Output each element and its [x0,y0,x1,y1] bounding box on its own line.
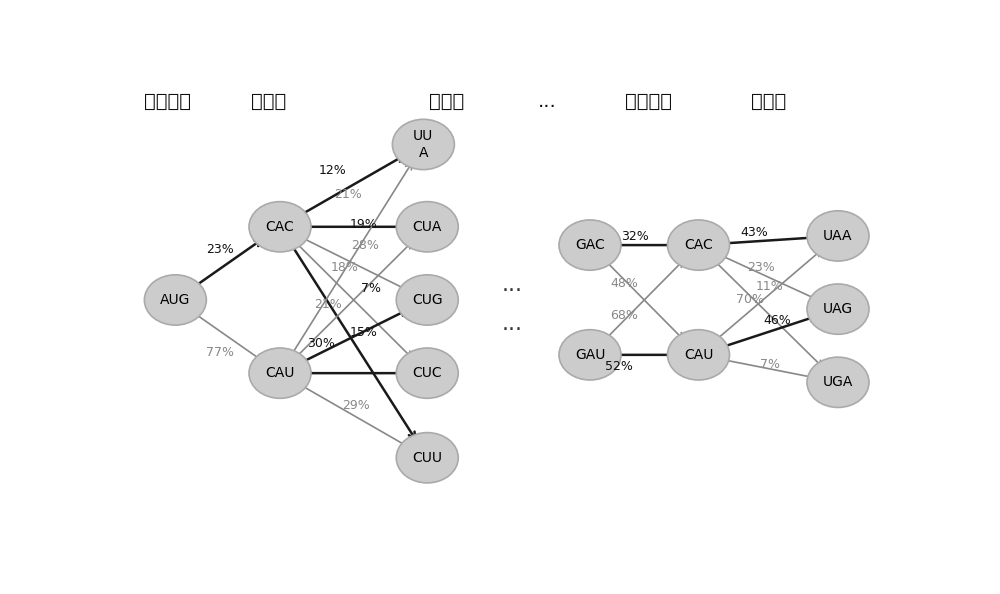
Text: 68%: 68% [610,309,638,323]
Text: 23%: 23% [206,243,233,256]
Text: 组氨酸: 组氨酸 [251,92,286,111]
Ellipse shape [249,348,311,399]
Text: 甲硫氨酸: 甲硫氨酸 [144,92,191,111]
Ellipse shape [559,220,621,270]
Ellipse shape [396,432,458,483]
Text: GAC: GAC [575,238,605,252]
Text: 组氨酸: 组氨酸 [751,92,786,111]
Text: CAC: CAC [266,220,294,234]
Ellipse shape [807,357,869,407]
Ellipse shape [396,201,458,252]
Ellipse shape [807,284,869,334]
Text: 77%: 77% [206,346,234,359]
Text: 70%: 70% [736,293,764,307]
Text: 21%: 21% [334,188,362,201]
Text: ...: ... [538,92,557,111]
Text: 亮氨酸: 亮氨酸 [429,92,464,111]
Text: UU
A: UU A [413,129,434,160]
Text: 52%: 52% [605,360,633,373]
Ellipse shape [392,119,454,170]
Ellipse shape [559,330,621,380]
Text: 23%: 23% [747,261,774,274]
Ellipse shape [396,275,458,325]
Text: 30%: 30% [307,337,335,350]
Text: 天冬氨酸: 天冬氨酸 [625,92,672,111]
Ellipse shape [144,275,206,325]
Text: 11%: 11% [756,280,784,293]
Text: 7%: 7% [361,282,381,295]
Text: 48%: 48% [610,277,638,290]
Text: CUC: CUC [412,366,442,380]
Ellipse shape [396,348,458,399]
Text: UAG: UAG [823,302,853,316]
Text: 32%: 32% [621,230,649,244]
Text: CAU: CAU [684,348,713,362]
Text: 21%: 21% [314,298,342,311]
Text: UAA: UAA [823,229,853,243]
Text: ···: ··· [502,281,523,301]
Ellipse shape [249,201,311,252]
Text: 18%: 18% [330,261,358,274]
Text: 43%: 43% [740,226,768,239]
Ellipse shape [668,330,730,380]
Text: UGA: UGA [823,375,853,389]
Text: 28%: 28% [351,239,379,252]
Text: CUA: CUA [413,220,442,234]
Ellipse shape [668,220,730,270]
Text: 12%: 12% [319,163,347,176]
Text: 15%: 15% [350,326,378,339]
Text: 29%: 29% [342,399,370,412]
Text: 46%: 46% [764,314,791,327]
Text: GAU: GAU [575,348,605,362]
Ellipse shape [807,211,869,261]
Text: CAC: CAC [684,238,713,252]
Text: CUU: CUU [412,451,442,465]
Text: 19%: 19% [350,217,378,230]
Text: ···: ··· [502,320,523,340]
Text: AUG: AUG [160,293,191,307]
Text: CUG: CUG [412,293,443,307]
Text: CAU: CAU [265,366,295,380]
Text: 7%: 7% [760,358,780,371]
